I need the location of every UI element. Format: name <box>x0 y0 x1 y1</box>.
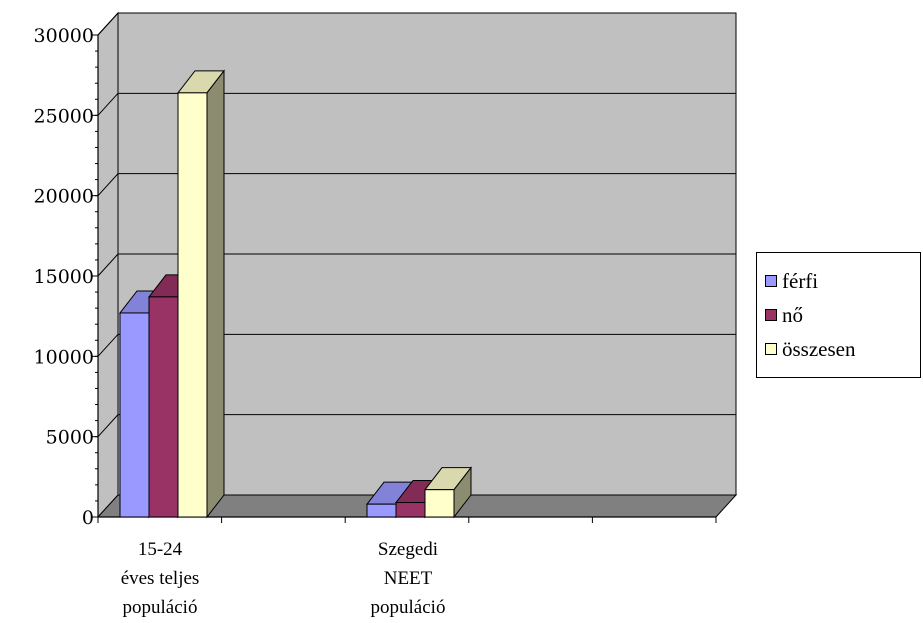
bar-front <box>366 503 397 518</box>
bar <box>423 466 473 519</box>
bar-front <box>177 92 208 518</box>
x-category-label: Szegedi <box>378 539 438 560</box>
y-tick-label: 15000 <box>34 266 94 288</box>
y-tick-label: 10000 <box>34 346 94 368</box>
legend-item-ferfi: férfi <box>765 269 818 293</box>
y-tick-label: 0 <box>82 507 94 529</box>
legend-label-osszesen: összesen <box>782 336 856 361</box>
legend-swatch-ferfi <box>765 275 777 287</box>
x-category-label: populáció <box>123 597 198 618</box>
bar <box>176 69 226 519</box>
legend-swatch-no <box>765 309 777 321</box>
bar-front <box>424 489 455 518</box>
legend-swatch-osszesen <box>765 343 777 355</box>
y-axis: 0 5000 10000 15000 20000 25000 30000 <box>34 25 99 529</box>
x-category-label: éves teljes <box>121 568 200 589</box>
gridline <box>97 414 736 438</box>
gridline <box>97 173 736 197</box>
x-category-label: NEET <box>384 568 433 589</box>
x-axis: 15-24 éves teljes populáció Szegedi NEET popu… <box>97 516 717 618</box>
x-category-label: 15-24 <box>138 539 183 560</box>
legend-item-osszesen: összesen <box>765 337 855 361</box>
legend: férfi nő összesen <box>756 252 921 378</box>
bar-front <box>395 502 426 518</box>
gridline <box>97 92 736 116</box>
gridline <box>97 333 736 357</box>
legend-label-no: nő <box>782 302 803 327</box>
bar-side <box>206 69 225 519</box>
y-tick-label: 30000 <box>34 25 94 47</box>
legend-label-ferfi: férfi <box>782 268 819 293</box>
gridline <box>97 253 736 277</box>
x-category-label: populáció <box>371 597 446 618</box>
y-tick-label: 25000 <box>34 105 94 127</box>
y-tick-label: 5000 <box>46 427 94 449</box>
gridline <box>97 12 736 36</box>
y-tick-label: 20000 <box>34 186 94 208</box>
legend-item-no: nő <box>765 303 803 327</box>
bar-front <box>148 296 179 518</box>
bar-front <box>119 312 150 518</box>
gridlines <box>97 12 736 438</box>
bars <box>118 69 473 519</box>
